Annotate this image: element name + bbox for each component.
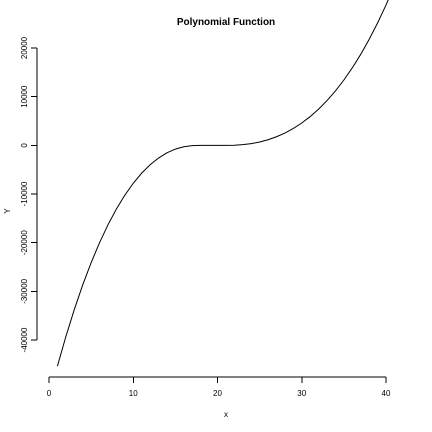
x-axis-label: x <box>224 410 228 419</box>
x-tick-label: 40 <box>382 389 391 398</box>
y-tick-label: 20000 <box>20 36 29 59</box>
polynomial-series-line <box>56 0 389 367</box>
y-axis-label: Y <box>3 208 12 214</box>
y-tick-label: -30000 <box>20 278 29 303</box>
y-tick-label: -10000 <box>20 181 29 206</box>
x-axis: 0 10 20 30 40 <box>47 376 391 398</box>
x-tick-label: 0 <box>47 389 52 398</box>
y-tick-label: -40000 <box>20 327 29 352</box>
chart-title: Polynomial Function <box>177 17 275 28</box>
x-tick-label: 20 <box>213 389 222 398</box>
plot-region <box>56 0 389 367</box>
y-tick-label: -20000 <box>20 230 29 255</box>
x-tick-label: 10 <box>129 389 138 398</box>
y-tick-label: 0 <box>20 143 29 148</box>
x-tick-label: 30 <box>297 389 306 398</box>
y-axis: -40000 -30000 -20000 -10000 0 10000 20000 <box>20 36 38 352</box>
y-tick-label: 10000 <box>20 85 29 108</box>
